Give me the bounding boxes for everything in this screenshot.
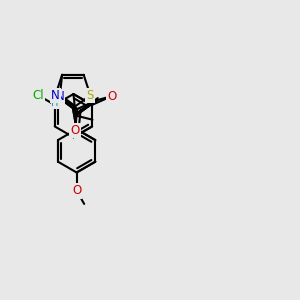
Text: N: N <box>51 89 60 102</box>
Text: O: O <box>107 90 116 103</box>
Text: Cl: Cl <box>32 88 44 102</box>
Text: N: N <box>56 90 64 103</box>
Text: O: O <box>72 184 81 197</box>
Text: O: O <box>70 124 80 137</box>
Text: H: H <box>51 98 58 108</box>
Text: S: S <box>87 89 94 102</box>
